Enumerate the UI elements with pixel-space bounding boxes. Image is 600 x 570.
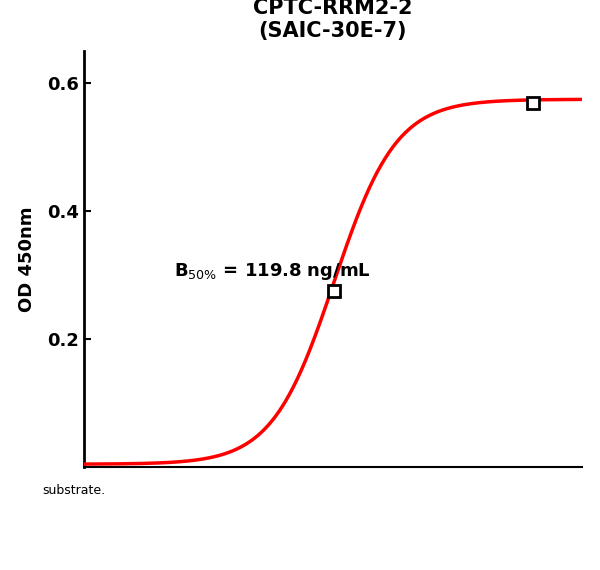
Text: substrate.: substrate.	[42, 484, 105, 497]
Text: B$_{50\%}$ = 119.8 ng/mL: B$_{50\%}$ = 119.8 ng/mL	[173, 261, 370, 282]
Y-axis label: OD 450nm: OD 450nm	[18, 206, 36, 312]
Title: CPTC-RRM2-2
(SAIC-30E-7): CPTC-RRM2-2 (SAIC-30E-7)	[253, 0, 413, 42]
